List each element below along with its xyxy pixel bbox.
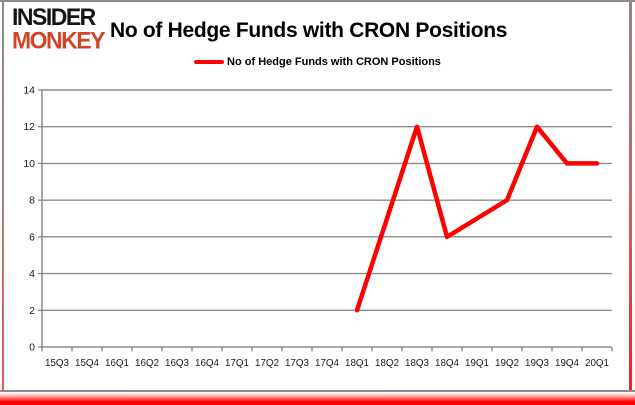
x-axis-label: 15Q3 — [45, 358, 70, 369]
x-axis-label: 16Q4 — [195, 358, 220, 369]
x-axis-label: 15Q4 — [75, 358, 100, 369]
x-axis-label: 19Q2 — [495, 358, 519, 369]
frame-border-left — [2, 2, 4, 392]
chart-header: INSIDER MONKEY No of Hedge Funds with CR… — [12, 2, 508, 54]
y-axis-label: 12 — [23, 121, 35, 133]
y-axis-label: 14 — [23, 85, 35, 97]
legend-label: No of Hedge Funds with CRON Positions — [227, 56, 441, 68]
x-axis-label: 17Q2 — [255, 358, 279, 369]
logo-text-monkey: MONKEY — [12, 26, 105, 54]
page-title: No of Hedge Funds with CRON Positions — [109, 19, 508, 42]
y-axis-label: 6 — [29, 231, 35, 243]
frame-border-right — [629, 2, 632, 392]
legend-line-swatch — [194, 60, 225, 64]
x-axis-label: 18Q4 — [435, 358, 460, 369]
x-axis-label: 16Q1 — [105, 358, 129, 369]
x-axis-label: 18Q1 — [345, 358, 369, 369]
y-axis-label: 2 — [29, 305, 35, 317]
frame-border-bottom-line — [0, 390, 635, 392]
y-axis-label: 0 — [29, 342, 35, 354]
frame-border-top — [0, 0, 635, 2]
x-axis-label: 18Q2 — [375, 358, 399, 369]
insider-monkey-logo: INSIDER MONKEY — [12, 2, 105, 54]
y-axis-label: 10 — [23, 158, 35, 170]
x-axis-label: 19Q1 — [465, 358, 489, 369]
x-axis-label: 17Q4 — [315, 358, 340, 369]
logo-text-insider: INSIDER — [12, 2, 96, 31]
x-axis-label: 16Q3 — [165, 358, 190, 369]
data-line — [354, 124, 600, 313]
chart-legend: No of Hedge Funds with CRON Positions — [0, 56, 635, 68]
x-axis-label: 19Q3 — [525, 358, 550, 369]
y-axis-label: 4 — [29, 268, 35, 280]
x-axis-label: 20Q1 — [585, 358, 609, 369]
x-axis-label: 17Q1 — [225, 358, 249, 369]
red-bottom-bar — [0, 392, 635, 405]
x-axis-label: 16Q2 — [135, 358, 159, 369]
x-axis-label: 18Q3 — [405, 358, 430, 369]
x-axis-label: 19Q4 — [555, 358, 580, 369]
x-axis-label: 17Q3 — [285, 358, 310, 369]
y-axis-label: 8 — [29, 195, 35, 207]
